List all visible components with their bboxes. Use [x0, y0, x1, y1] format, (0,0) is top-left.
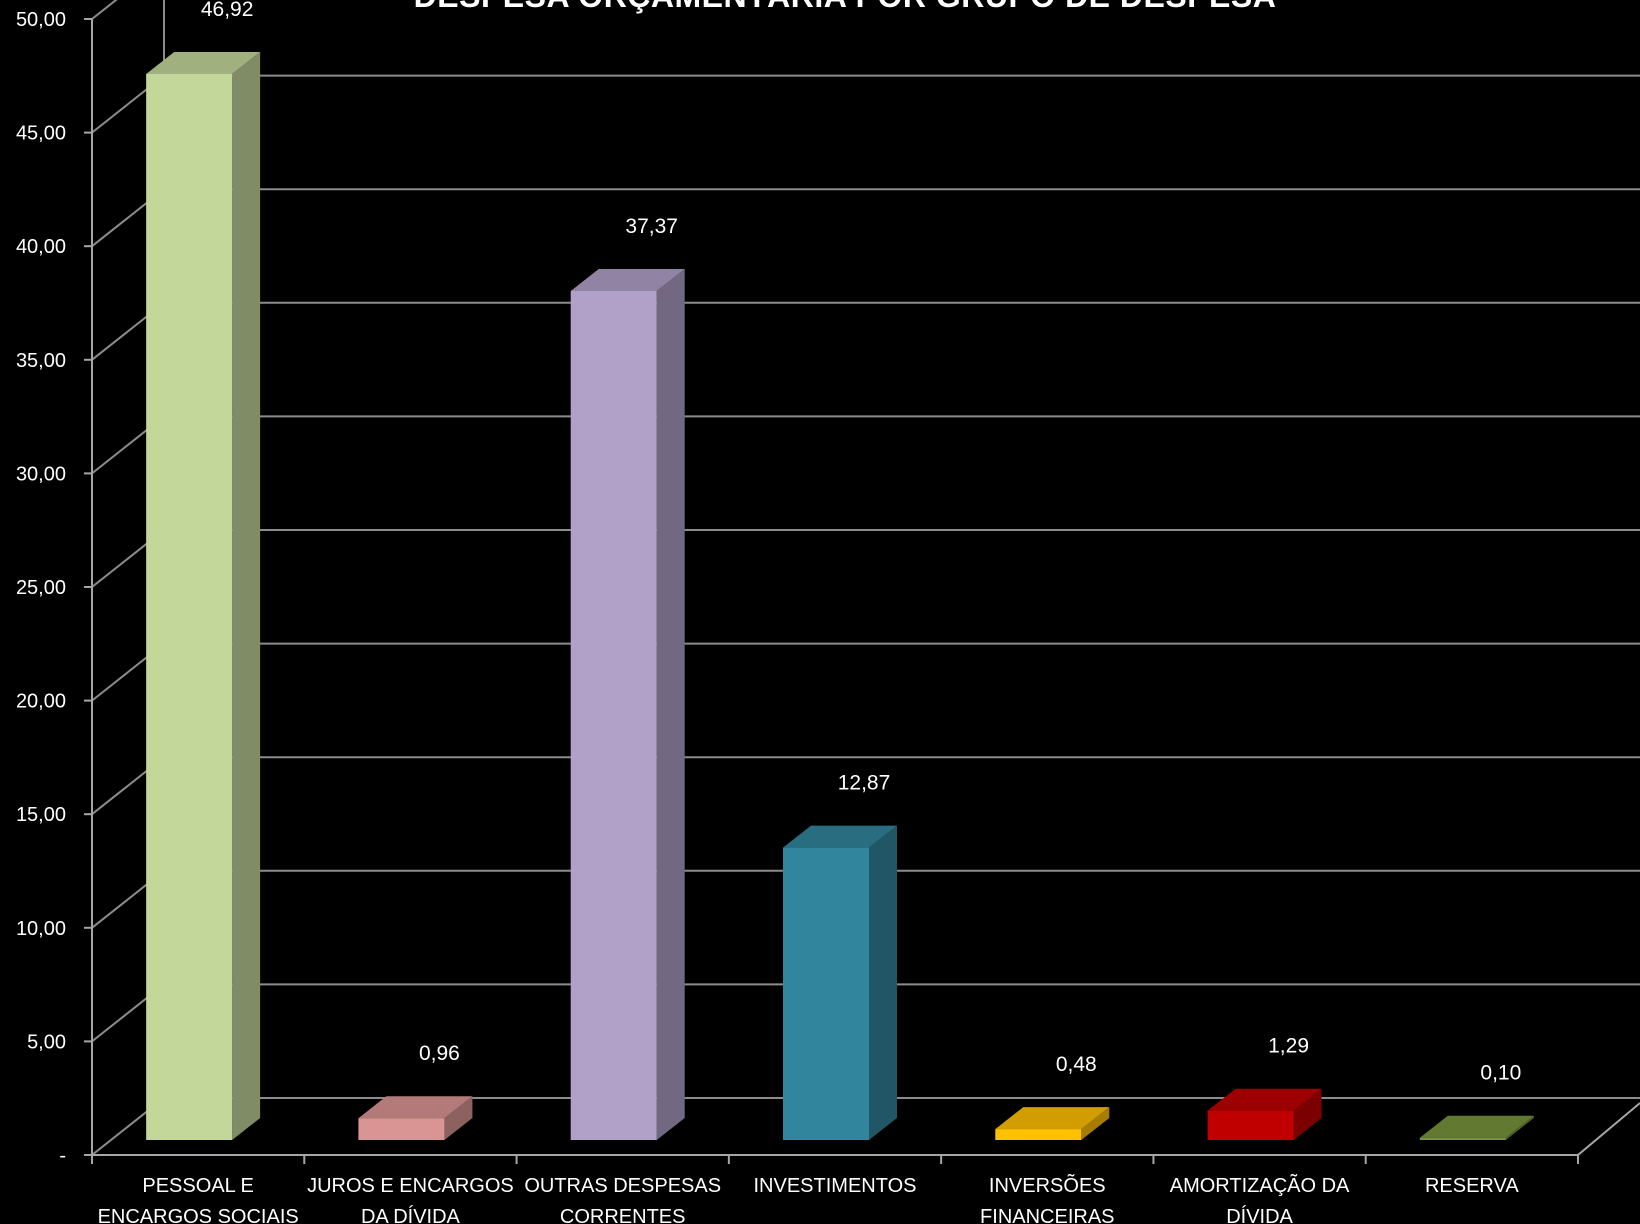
bar-front-face — [1207, 1110, 1294, 1140]
chart-title: DESPESA ORÇAMENTÁRIA POR GRUPO DE DESPES… — [0, 0, 1640, 20]
category-label: INVESTIMENTOS — [754, 1175, 917, 1197]
y-tick-label: 35,00 — [16, 350, 66, 372]
bar — [1207, 1088, 1322, 1140]
gridline — [91, 74, 1640, 134]
category-label: RESERVA — [1425, 1175, 1519, 1197]
bar-front-face — [995, 1129, 1082, 1140]
bar-side-face — [1081, 1107, 1110, 1140]
bar — [358, 1096, 473, 1140]
floor-right-edge — [1577, 1102, 1640, 1156]
bar-front-face — [1419, 1137, 1506, 1140]
bar-side-face — [1505, 1115, 1534, 1140]
bar — [1419, 1115, 1534, 1140]
gridline — [91, 642, 1640, 702]
data-label: 12,87 — [838, 772, 891, 795]
bar-side-face — [232, 51, 261, 1141]
bar — [995, 1107, 1110, 1140]
bar-front-face — [358, 1118, 445, 1140]
category-label: OUTRAS DESPESAS CORRENTES — [524, 1175, 721, 1224]
data-label: 37,37 — [625, 215, 678, 238]
data-label: 0,10 — [1480, 1062, 1521, 1085]
y-tick-label: 50,00 — [16, 9, 66, 31]
bar-front-face — [146, 73, 233, 1141]
y-tick-label: 45,00 — [16, 123, 66, 145]
category-label: INVERSÕES FINANCEIRAS — [980, 1173, 1114, 1224]
bar-top-face — [1419, 1115, 1534, 1138]
data-label: 0,48 — [1056, 1053, 1097, 1076]
data-label: 0,96 — [419, 1042, 460, 1065]
bar-side-face — [1293, 1088, 1322, 1140]
bar-front-face — [570, 290, 657, 1140]
bar-front-face — [783, 847, 869, 1140]
y-tick-label: 30,00 — [16, 463, 66, 485]
bar-top-face — [1207, 1088, 1322, 1111]
bar — [570, 268, 685, 1140]
gridline — [91, 0, 118, 20]
bar — [783, 825, 897, 1140]
labels: - 5,00 10,00 15,00 20,00 25,00 30,00 35,00 40,00… — [16, 0, 1521, 1224]
bar-side-face — [869, 825, 897, 1140]
data-label: 46,92 — [201, 0, 254, 21]
category-label: JUROS E ENCARGOS DA DÍVIDA — [307, 1175, 514, 1224]
y-tick-label: 20,00 — [16, 691, 66, 713]
bar-side-face — [656, 268, 685, 1140]
y-tick-label: 25,00 — [16, 577, 66, 599]
bar-side-face — [444, 1096, 473, 1140]
gridline — [91, 301, 1640, 361]
bar-top-face — [358, 1096, 473, 1119]
bar — [146, 51, 261, 1141]
bar-top-face — [570, 268, 685, 291]
gridline — [91, 188, 1640, 247]
bar-top-face — [783, 825, 897, 848]
data-label: 1,29 — [1268, 1035, 1309, 1058]
gridline — [91, 529, 1640, 588]
bar-top-face — [995, 1107, 1110, 1130]
y-tick-label: 10,00 — [16, 918, 66, 940]
category-label: PESSOAL E ENCARGOS SOCIAIS — [98, 1175, 299, 1224]
y-tick-label: - — [59, 1145, 66, 1167]
y-tick-label: 15,00 — [16, 804, 66, 826]
gridline — [91, 415, 1640, 475]
bars — [146, 51, 1534, 1141]
y-tick-label: 5,00 — [27, 1031, 66, 1053]
category-label: AMORTIZAÇÃO DA DÍVIDA — [1170, 1173, 1350, 1224]
y-tick-label: 40,00 — [16, 236, 66, 258]
bar-top-face — [146, 51, 261, 74]
